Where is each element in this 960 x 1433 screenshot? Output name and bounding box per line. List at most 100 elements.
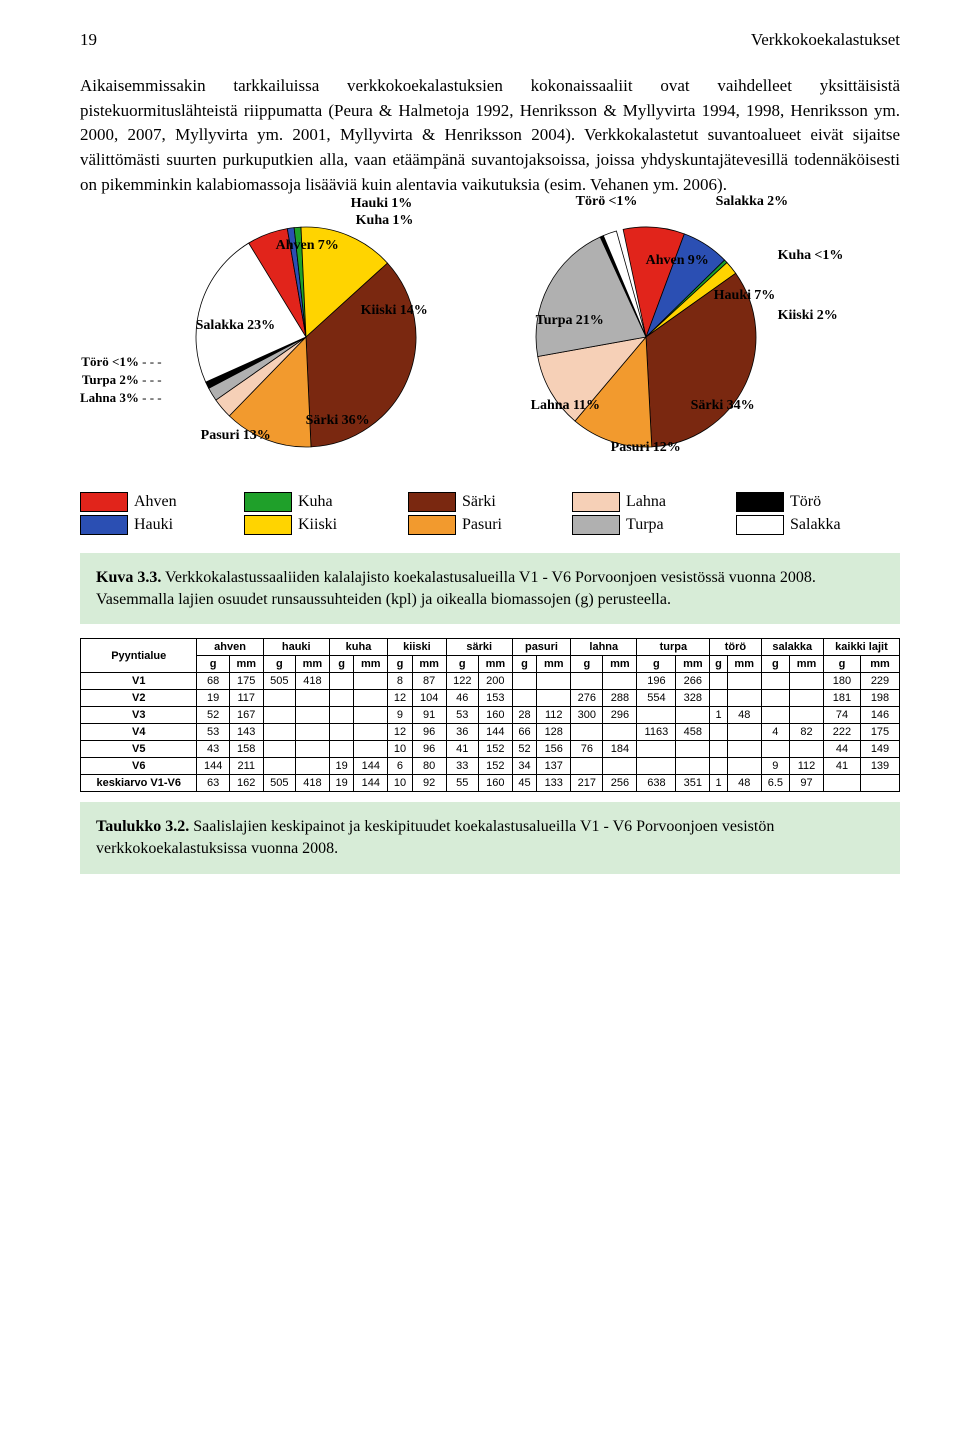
cell: 44 xyxy=(823,741,860,758)
cell: 144 xyxy=(354,758,388,775)
cell: 153 xyxy=(478,690,512,707)
cell: 158 xyxy=(229,741,263,758)
swatch-icon xyxy=(736,515,784,535)
legend-label: Särki xyxy=(462,493,496,511)
cell: 144 xyxy=(354,775,388,792)
legend-label: Kiiski xyxy=(298,516,337,534)
swatch-icon xyxy=(80,492,128,512)
cell: 48 xyxy=(727,707,761,724)
swatch-icon xyxy=(572,515,620,535)
subcol-g: g xyxy=(571,656,603,673)
cell: 217 xyxy=(571,775,603,792)
cell xyxy=(329,690,354,707)
col-header-turpa: turpa xyxy=(637,639,710,656)
cell: 63 xyxy=(197,775,229,792)
cell xyxy=(676,741,710,758)
cell xyxy=(603,724,637,741)
cell: 68 xyxy=(197,673,229,690)
cell xyxy=(354,707,388,724)
data-table: Pyyntialueahvenhaukikuhakiiskisärkipasur… xyxy=(80,638,900,792)
cell xyxy=(571,673,603,690)
legend-label: Ahven xyxy=(134,493,177,511)
cell xyxy=(263,741,295,758)
subcol-mm: mm xyxy=(354,656,388,673)
row-label: V6 xyxy=(81,758,197,775)
pie-label-hauki: Hauki 1% xyxy=(351,195,413,212)
cell: 96 xyxy=(412,741,446,758)
cell: 33 xyxy=(446,758,478,775)
cell xyxy=(790,707,824,724)
subcol-g: g xyxy=(710,656,728,673)
legend-label: Pasuri xyxy=(462,516,502,534)
cell: 55 xyxy=(446,775,478,792)
cell xyxy=(571,724,603,741)
cell xyxy=(295,724,329,741)
legend-item-turpa: Turpa xyxy=(572,515,722,535)
pie-label-kiiski: Kiiski 14% xyxy=(361,302,428,319)
figure-caption-title: Kuva 3.3. xyxy=(96,569,161,586)
legend-item-hauki: Hauki xyxy=(80,515,230,535)
figure-caption-text: Verkkokalastussaaliiden kalalajisto koek… xyxy=(96,569,816,608)
cell: 128 xyxy=(537,724,571,741)
row-label: V5 xyxy=(81,741,197,758)
cell: 34 xyxy=(512,758,537,775)
cell xyxy=(761,673,789,690)
cell: 53 xyxy=(446,707,478,724)
table-caption-text: Saalislajien keskipainot ja keskipituude… xyxy=(96,818,774,857)
side-label-törö: Törö <1% - - - xyxy=(80,354,162,370)
cell xyxy=(263,758,295,775)
subcol-g: g xyxy=(197,656,229,673)
cell: 82 xyxy=(790,724,824,741)
cell: 19 xyxy=(329,758,354,775)
col-header-salakka: salakka xyxy=(761,639,823,656)
cell: 1 xyxy=(710,775,728,792)
paragraph-text: Aikaisemmissakin tarkkailuissa verkkokoe… xyxy=(80,74,900,197)
cell: 46 xyxy=(446,690,478,707)
cell xyxy=(710,673,728,690)
cell xyxy=(727,673,761,690)
cell: 52 xyxy=(197,707,229,724)
pie-chart-left: Salakka 23%Ahven 7%Hauki 1%Kuha 1%Kiiski… xyxy=(176,207,436,472)
cell: 505 xyxy=(263,775,295,792)
cell xyxy=(354,690,388,707)
pie-label-hauki: Hauki 7% xyxy=(714,287,776,304)
cell xyxy=(329,724,354,741)
cell xyxy=(263,707,295,724)
legend-label: Törö xyxy=(790,493,821,511)
row-label: keskiarvo V1-V6 xyxy=(81,775,197,792)
cell: 12 xyxy=(388,724,413,741)
cell: 418 xyxy=(295,673,329,690)
cell xyxy=(727,690,761,707)
legend-label: Kuha xyxy=(298,493,333,511)
cell xyxy=(710,690,728,707)
cell xyxy=(537,673,571,690)
cell xyxy=(354,741,388,758)
cell: 28 xyxy=(512,707,537,724)
cell: 122 xyxy=(446,673,478,690)
cell xyxy=(790,673,824,690)
pie-label-kuha: Kuha <1% xyxy=(778,247,844,264)
subcol-mm: mm xyxy=(295,656,329,673)
cell: 92 xyxy=(412,775,446,792)
cell: 1163 xyxy=(637,724,676,741)
cell: 146 xyxy=(861,707,900,724)
cell: 175 xyxy=(861,724,900,741)
pie-label-törö: Törö <1% xyxy=(576,193,638,210)
cell: 180 xyxy=(823,673,860,690)
cell: 104 xyxy=(412,690,446,707)
subcol-g: g xyxy=(446,656,478,673)
cell: 87 xyxy=(412,673,446,690)
subcol-g: g xyxy=(388,656,413,673)
legend-label: Lahna xyxy=(626,493,666,511)
pie-label-ahven: Ahven 9% xyxy=(646,252,709,269)
table-corner: Pyyntialue xyxy=(81,639,197,673)
col-header-pasuri: pasuri xyxy=(512,639,570,656)
cell: 638 xyxy=(637,775,676,792)
table-caption-box: Taulukko 3.2. Saalislajien keskipainot j… xyxy=(80,802,900,873)
col-header-särki: särki xyxy=(446,639,512,656)
cell xyxy=(676,707,710,724)
cell: 144 xyxy=(478,724,512,741)
pie-label-lahna: Lahna 11% xyxy=(531,397,600,414)
cell: 300 xyxy=(571,707,603,724)
swatch-icon xyxy=(408,492,456,512)
